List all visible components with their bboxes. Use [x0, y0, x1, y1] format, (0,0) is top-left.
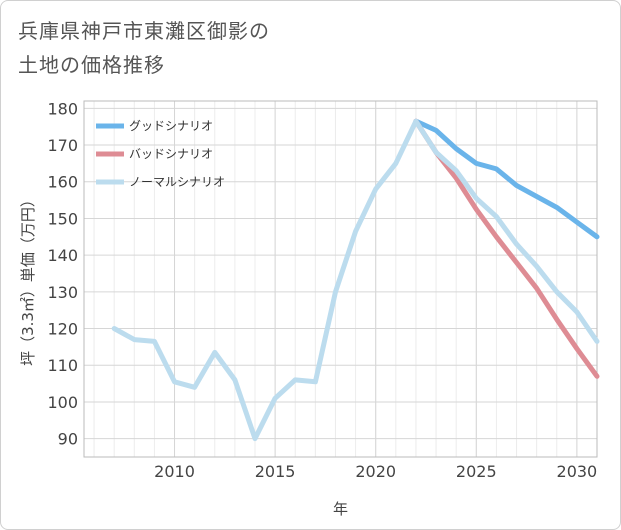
- y-tick-label: 100: [47, 393, 78, 412]
- x-tick-label: 2025: [456, 462, 497, 481]
- series-line: [413, 118, 600, 379]
- legend-label: ノーマルシナリオ: [129, 175, 225, 189]
- plot-area: [83, 100, 598, 458]
- legend-label: バッドシナリオ: [129, 147, 213, 161]
- chart-title-line-1: 兵庫県神戸市東灘区御影の: [18, 19, 270, 43]
- chart-title-line-2: 土地の価格推移: [18, 53, 165, 77]
- y-tick-label: 170: [47, 136, 78, 155]
- series-line: [413, 118, 600, 240]
- y-tick-label: 160: [47, 173, 78, 192]
- y-tick-label: 90: [58, 430, 78, 449]
- tick-labels: 2010 2015 2020 2025 2030 90 100 110 120 130 140 150…: [47, 99, 597, 481]
- x-tick-label: 2020: [355, 462, 396, 481]
- series-lines: [111, 118, 600, 442]
- y-tick-label: 180: [47, 99, 78, 118]
- y-tick-label: 150: [47, 209, 78, 228]
- x-axis-label: 年: [333, 500, 348, 518]
- y-tick-label: 120: [47, 320, 78, 339]
- grid: [84, 101, 598, 457]
- legend-label: グッドシナリオ: [129, 119, 213, 133]
- y-tick-label: 130: [47, 283, 78, 302]
- x-tick-label: 2030: [557, 462, 598, 481]
- x-tick-label: 2010: [154, 462, 195, 481]
- series-line: [111, 118, 600, 442]
- y-tick-label: 110: [47, 356, 78, 375]
- y-tick-label: 140: [47, 246, 78, 265]
- chart-title: 兵庫県神戸市東灘区御影の 土地の価格推移: [18, 14, 438, 82]
- x-tick-label: 2015: [255, 462, 296, 481]
- y-axis-label: 坪（3.3㎡）単価（万円）: [19, 192, 37, 366]
